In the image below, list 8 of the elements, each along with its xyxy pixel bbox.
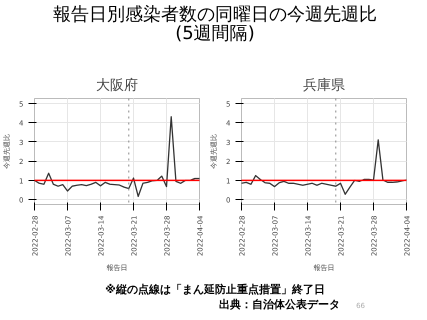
- source-note: 出典：自治体公表データ: [219, 298, 340, 311]
- chart-title: 兵庫県: [303, 78, 345, 94]
- line-series: [242, 139, 406, 195]
- line-series: [34, 116, 200, 198]
- text: (5週間隔): [175, 23, 255, 44]
- text: 報告日別感染者数の同曜日の今週先週比: [53, 4, 377, 25]
- chart-title: 大阪府: [96, 78, 138, 94]
- text: ※縦の点線は「まん延防止重点措置」終了日: [104, 282, 326, 297]
